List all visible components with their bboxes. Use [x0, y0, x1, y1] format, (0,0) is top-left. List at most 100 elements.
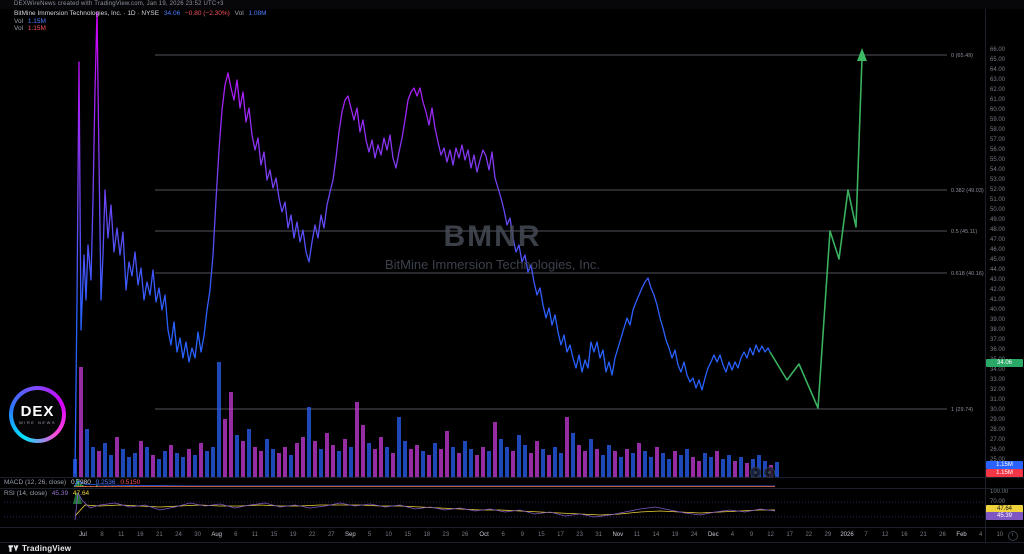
time-tick: Jul [79, 532, 87, 538]
price-tick: 45.00 [990, 257, 1006, 263]
tradingview-logo[interactable]: TradingView [8, 544, 71, 553]
time-tick: 12 [881, 532, 889, 538]
price-tick: 61.00 [990, 97, 1006, 103]
time-tick: Feb [956, 532, 967, 538]
price-tick: 58.00 [990, 127, 1006, 133]
vol-ma-label[interactable]: Vol [14, 25, 24, 32]
time-tick: 7 [864, 532, 868, 538]
macd-legend[interactable]: MACD (12, 26, close) 0.7980 0.2536 0.515… [4, 479, 143, 486]
time-tick: 27 [327, 532, 335, 538]
indicator-eye-icon[interactable] [750, 467, 761, 478]
tradingview-logo-icon [8, 545, 19, 552]
dex-logo-subtext: WIRE NEWS [18, 420, 57, 425]
time-tick: 14 [652, 532, 660, 538]
symbol-title[interactable]: BitMine Immersion Technologies, Inc. · 1… [14, 10, 160, 17]
time-tick: 15 [538, 532, 545, 538]
price-tick: 49.00 [990, 217, 1006, 223]
timeaxis-bottom-border [0, 542, 1024, 543]
price-tick: 50.00 [990, 207, 1006, 213]
time-tick: 30 [194, 532, 201, 538]
dex-logo-text: DEX [20, 403, 55, 420]
rsi-value: 45.39 [51, 490, 69, 497]
rsi-legend[interactable]: RSI (14, close) 45.39 47.64 [4, 490, 92, 497]
price-tick: 30.00 [990, 407, 1006, 413]
time-tick: 17 [786, 532, 794, 538]
price-tick: 43.00 [990, 277, 1006, 283]
time-tick: 22 [308, 532, 316, 538]
time-tick: 22 [805, 532, 813, 538]
pane-separator-price-macd[interactable] [0, 477, 1024, 478]
time-tick: 5 [367, 532, 372, 538]
time-tick: 16 [900, 532, 908, 538]
volume-label: Vol [234, 10, 244, 17]
tradingview-wordmark: TradingView [22, 544, 72, 553]
price-tick: 32.00 [990, 387, 1006, 393]
vol-indicator-label[interactable]: Vol [14, 17, 24, 25]
time-tick: 10 [385, 532, 392, 538]
time-tick: 18 [423, 532, 431, 538]
svg-text:1 (29.74): 1 (29.74) [951, 407, 973, 413]
time-tick: 11 [251, 532, 259, 538]
topbar-caption: DEXWireNews created with TradingView.com… [14, 1, 224, 7]
price-tick: 46.00 [990, 247, 1006, 253]
time-tick: 6 [501, 532, 505, 538]
time-tick: 11 [633, 532, 641, 538]
time-tick: Sep [345, 532, 356, 538]
price-tick: 65.00 [990, 57, 1006, 63]
price-axis-border [985, 9, 986, 542]
time-tick: 15 [404, 532, 412, 538]
price-tick: 59.00 [990, 117, 1006, 123]
price-tick: 64.00 [990, 67, 1006, 73]
macd-signal-value: 0.5150 [120, 479, 141, 486]
indicator-more-icon[interactable] [764, 467, 775, 478]
price-tick: 60.00 [990, 107, 1006, 113]
price-tick: 57.00 [990, 137, 1006, 143]
axis-price-badge: 34.06 [986, 359, 1023, 367]
price-tick: 41.00 [990, 297, 1006, 303]
pane-separator-macd-rsi[interactable] [0, 488, 1024, 489]
volume-value: 1.08M [248, 10, 267, 17]
time-tick: 19 [289, 532, 297, 538]
time-tick: 16 [136, 532, 144, 538]
time-tick: Dec [707, 532, 719, 538]
price-tick: 33.00 [990, 377, 1006, 383]
time-tick: 19 [671, 532, 679, 538]
projection-arrow[interactable] [769, 48, 867, 409]
time-tick: 21 [920, 532, 927, 538]
dex-wire-news-logo: DEX WIRE NEWS [9, 386, 66, 443]
time-tick: 6 [234, 532, 238, 538]
price-tick: 51.00 [990, 197, 1006, 203]
time-tick: 31 [595, 532, 603, 538]
time-tick: Nov [612, 532, 624, 538]
watermark-name: BitMine Immersion Tech​nologies, Inc. [384, 257, 601, 272]
axis-price-badge: 1.15M [986, 461, 1023, 469]
clock-icon[interactable] [1008, 531, 1018, 541]
time-tick: 4 [979, 532, 983, 538]
price-tick: 38.00 [990, 327, 1006, 333]
rsi-plot [4, 491, 983, 521]
price-tick: 39.00 [990, 317, 1006, 323]
time-tick: 15 [270, 532, 278, 538]
time-tick: 24 [690, 532, 698, 538]
time-tick: 24 [175, 532, 182, 538]
price-tick: 26.00 [990, 447, 1006, 453]
macd-title: MACD (12, 26, close) [4, 479, 67, 486]
price-tick: 37.00 [990, 337, 1006, 343]
price-tick: 29.00 [990, 417, 1006, 423]
axis-price-badge: 47.64 [986, 505, 1023, 513]
rsi-ma-value: 47.64 [72, 490, 90, 497]
time-tick: 26 [461, 532, 469, 538]
rsi-scale-tick: 70.00 [990, 499, 1006, 505]
svg-text:0 (65.49): 0 (65.49) [951, 53, 973, 59]
vol-ma-value: 1.15M [27, 25, 46, 32]
axis-price-badge: 45.39 [986, 512, 1023, 520]
time-tick: 9 [520, 532, 524, 538]
price-line-series [74, 11, 771, 475]
time-tick: 11 [118, 532, 125, 538]
price-tick: 25.00 [990, 457, 1006, 463]
price-tick: 63.00 [990, 77, 1006, 83]
bottom-toolbar: TradingView [0, 543, 1024, 554]
fib-retracement-lines[interactable]: 0 (65.49) 0.382 (49.03) 0.5 (45.11) 0.618 (… [155, 53, 984, 413]
price-tick: 27.00 [990, 437, 1006, 443]
